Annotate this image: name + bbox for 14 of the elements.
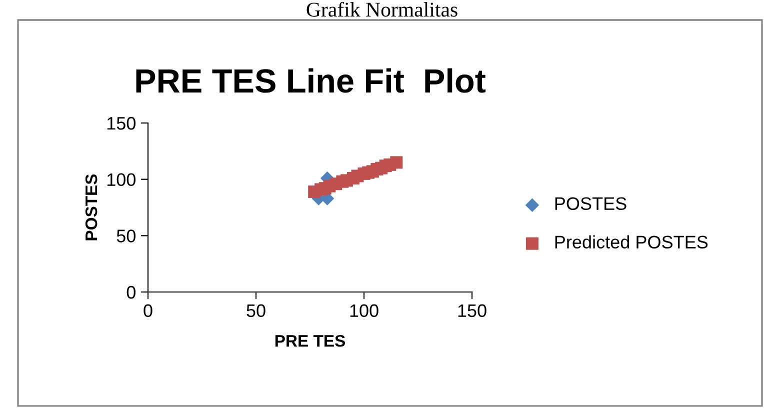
x-tick-label: 100 — [350, 304, 378, 318]
chart-title: PRE TES Line Fit Plot — [136, 68, 486, 93]
legend-label: POSTES — [555, 197, 626, 210]
y-tick-label: 50 — [116, 230, 136, 242]
x-tick-label: 150 — [458, 304, 486, 318]
y-tick-label: 0 — [126, 286, 136, 299]
x-tick-label: 50 — [246, 304, 266, 318]
x-axis-title: PRE TES — [275, 334, 346, 347]
y-tick-label: 150 — [107, 116, 136, 130]
y-axis-title: POSTES — [85, 174, 98, 240]
legend-label: Predicted POSTES — [555, 235, 708, 248]
text: Grafik Normalitas — [306, 2, 458, 17]
x-tick-label: 0 — [144, 304, 152, 318]
y-tick-label: 100 — [107, 173, 136, 186]
